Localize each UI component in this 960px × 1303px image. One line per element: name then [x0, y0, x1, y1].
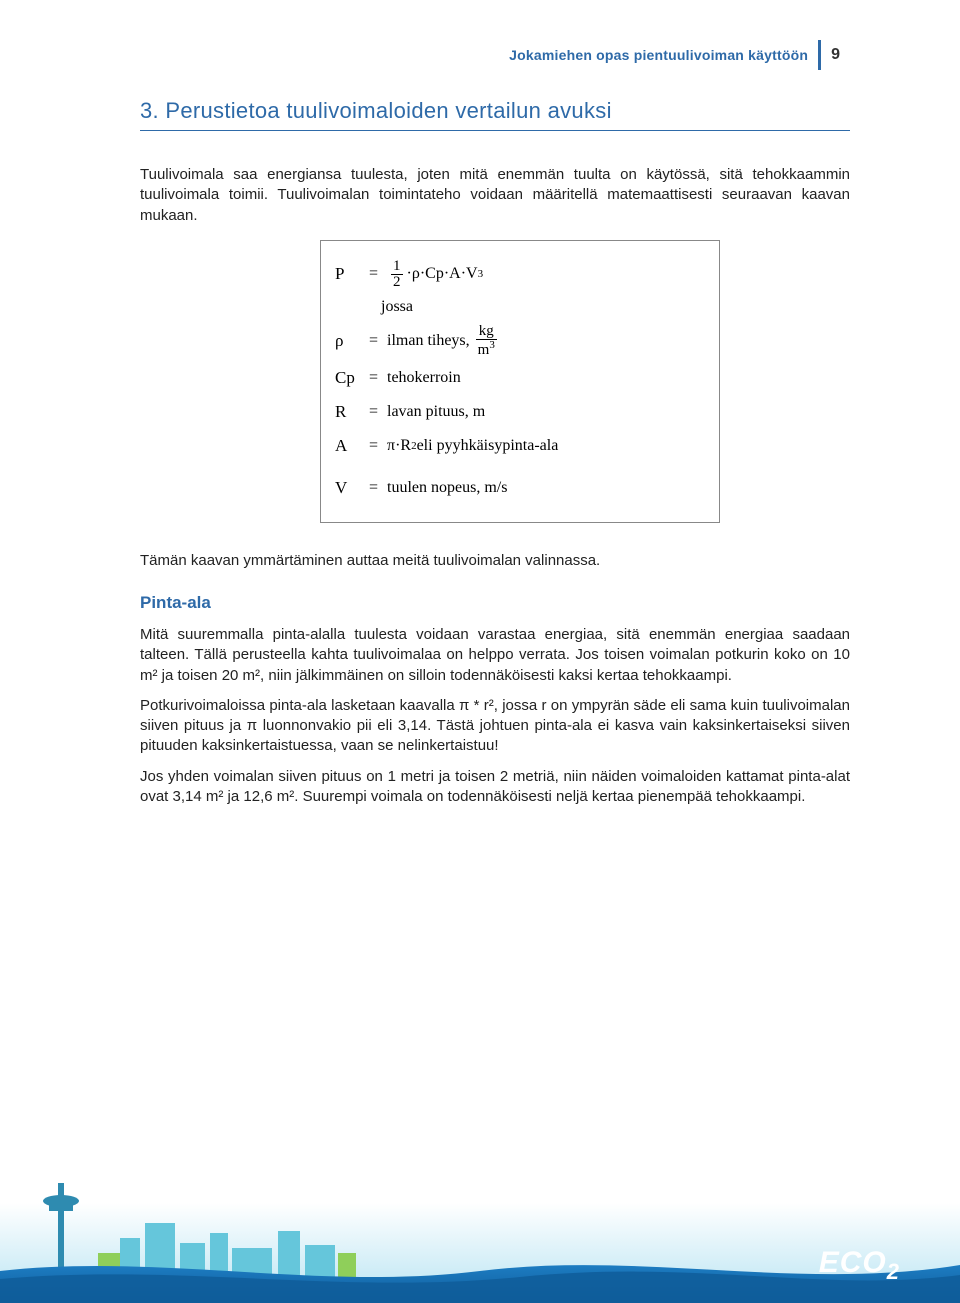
formula-cp-row: Cp = tehokerroin	[335, 364, 701, 392]
pinta-paragraph-3: Jos yhden voimalan siiven pituus on 1 me…	[140, 767, 850, 808]
footer-svg	[0, 1183, 960, 1303]
formula-v-row: V = tuulen nopeus, m/s	[335, 474, 701, 502]
formula-r-def: lavan pituus, m	[387, 403, 485, 421]
equals-icon: =	[369, 403, 387, 421]
symbol-rho: ρ	[335, 331, 369, 351]
after-formula-paragraph: Tämän kaavan ymmärtäminen auttaa meitä t…	[140, 551, 850, 571]
formula-a-row: A = π·R2 eli pyyhkäisypinta-ala	[335, 432, 701, 460]
intro-paragraph: Tuulivoimala saa energiansa tuulesta, jo…	[140, 165, 850, 226]
logo-text: ECO	[819, 1246, 887, 1279]
formula-rho-def: ilman tiheys, kg m3	[387, 324, 501, 358]
logo-sub: 2	[887, 1259, 900, 1284]
equals-icon: =	[369, 479, 387, 497]
equals-icon: =	[369, 369, 387, 387]
formula-box: P = 1 2 ·ρ·Cp·A·V 3 jossa ρ = ilman tihe…	[320, 240, 720, 523]
document-page: Jokamiehen opas pientuulivoiman käyttöön…	[0, 0, 960, 807]
equals-icon: =	[369, 265, 387, 283]
section-heading: 3. Perustietoa tuulivoimaloiden vertailu…	[140, 98, 850, 131]
formula-v-def: tuulen nopeus, m/s	[387, 479, 507, 497]
unit-kg-m3: kg m3	[476, 324, 497, 358]
symbol-v: V	[335, 478, 369, 498]
pinta-paragraph-2: Potkurivoimaloissa pinta-ala lasketaan k…	[140, 696, 850, 757]
fraction-half: 1 2	[391, 259, 403, 290]
equals-icon: =	[369, 437, 387, 455]
formula-rho-row: ρ = ilman tiheys, kg m3	[335, 324, 701, 358]
equals-icon: =	[369, 332, 387, 350]
formula-a-def: π·R2 eli pyyhkäisypinta-ala	[387, 437, 558, 455]
subheading-pinta-ala: Pinta-ala	[140, 593, 850, 613]
formula-cp-def: tehokerroin	[387, 369, 461, 387]
footer-illustration: ECO2	[0, 1183, 960, 1303]
running-header: Jokamiehen opas pientuulivoiman käyttöön…	[140, 40, 850, 70]
formula-p-def: 1 2 ·ρ·Cp·A·V 3	[387, 259, 483, 290]
formula-jossa: jossa	[381, 298, 701, 316]
eco2-logo: ECO2	[819, 1246, 900, 1285]
symbol-p: P	[335, 264, 369, 284]
symbol-cp: Cp	[335, 368, 369, 388]
symbol-a: A	[335, 436, 369, 456]
page-number: 9	[818, 40, 850, 70]
running-title: Jokamiehen opas pientuulivoiman käyttöön	[509, 47, 808, 63]
pinta-paragraph-1: Mitä suuremmalla pinta-alalla tuulesta v…	[140, 625, 850, 686]
formula-r-row: R = lavan pituus, m	[335, 398, 701, 426]
symbol-r: R	[335, 402, 369, 422]
formula-p-row: P = 1 2 ·ρ·Cp·A·V 3	[335, 259, 701, 290]
